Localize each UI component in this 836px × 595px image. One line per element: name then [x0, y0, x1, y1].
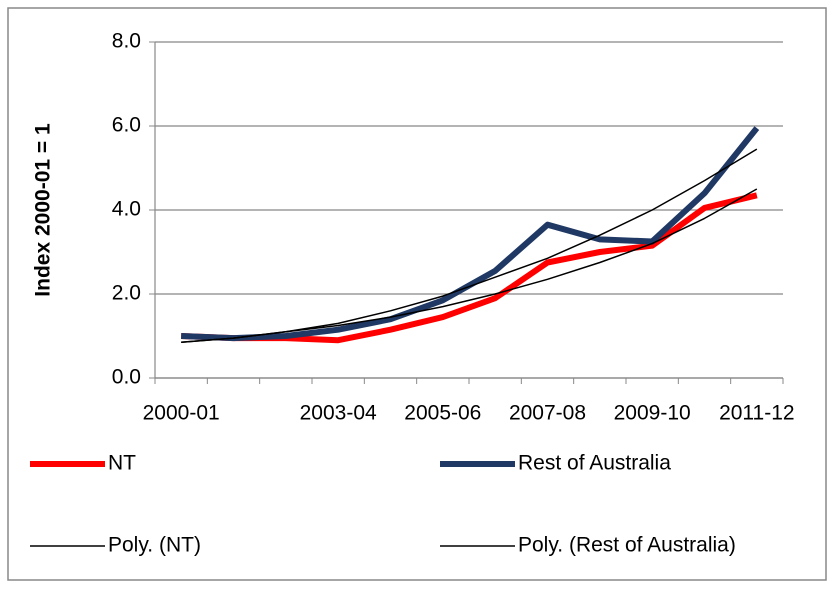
series-line [181, 126, 760, 342]
y-tick-label: 2.0 [112, 282, 141, 305]
legend-label: NT [108, 452, 136, 475]
legend-label: Poly. (Rest of Australia) [518, 534, 736, 557]
x-tick-label: 2007-08 [509, 402, 586, 425]
x-tick-label: 2009-10 [614, 402, 691, 425]
y-tick-label: 4.0 [112, 198, 141, 221]
y-tick-label: 0.0 [112, 366, 141, 389]
y-tick-label: 6.0 [112, 114, 141, 137]
x-tick-label: 2011-12 [719, 402, 795, 425]
x-tick-label: 2003-04 [300, 402, 377, 425]
y-tick-label: 8.0 [112, 30, 141, 53]
x-tick-label: 2000-01 [143, 402, 220, 425]
x-tick-label: 2005-06 [404, 402, 481, 425]
series-line [181, 148, 758, 344]
y-axis-label: Index 2000-01 = 1 [32, 123, 55, 297]
legend-label: Poly. (NT) [108, 534, 201, 557]
legend-label: Rest of Australia [518, 452, 671, 475]
